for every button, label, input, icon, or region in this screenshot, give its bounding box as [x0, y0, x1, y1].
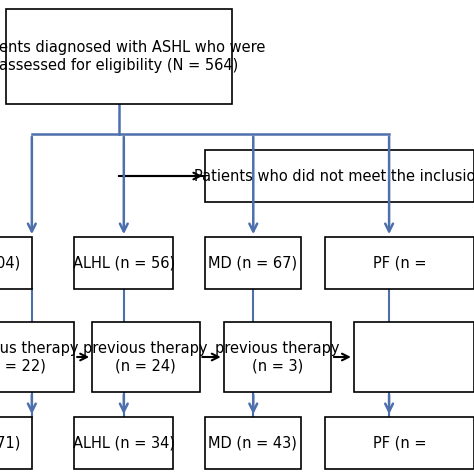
FancyBboxPatch shape: [74, 237, 173, 289]
FancyBboxPatch shape: [205, 150, 474, 202]
FancyBboxPatch shape: [0, 322, 74, 392]
Text: MD (n = 43): MD (n = 43): [209, 436, 297, 450]
Text: = 404): = 404): [0, 255, 20, 271]
Text: Patients who did not meet the inclusion: Patients who did not meet the inclusion: [194, 168, 474, 183]
Text: ALHL (n = 34): ALHL (n = 34): [73, 436, 175, 450]
FancyBboxPatch shape: [0, 417, 32, 469]
Text: PF (n =: PF (n =: [373, 436, 427, 450]
FancyBboxPatch shape: [326, 237, 474, 289]
Text: ALHL (n = 56): ALHL (n = 56): [73, 255, 175, 271]
FancyBboxPatch shape: [354, 322, 474, 392]
Text: previous therapy
(n = 24): previous therapy (n = 24): [83, 341, 208, 373]
Text: MD (n = 67): MD (n = 67): [209, 255, 298, 271]
FancyBboxPatch shape: [205, 417, 301, 469]
FancyBboxPatch shape: [0, 237, 32, 289]
Text: = 271): = 271): [0, 436, 20, 450]
FancyBboxPatch shape: [205, 237, 301, 289]
FancyBboxPatch shape: [6, 9, 232, 104]
Text: previous therapy
(n = 22): previous therapy (n = 22): [0, 341, 78, 373]
FancyBboxPatch shape: [74, 417, 173, 469]
Text: previous therapy
(n = 3): previous therapy (n = 3): [215, 341, 339, 373]
FancyBboxPatch shape: [224, 322, 331, 392]
FancyBboxPatch shape: [326, 417, 474, 469]
FancyBboxPatch shape: [92, 322, 200, 392]
Text: PF (n =: PF (n =: [373, 255, 427, 271]
Text: Patients diagnosed with ASHL who were
assessed for eligibility (N = 564): Patients diagnosed with ASHL who were as…: [0, 40, 265, 73]
